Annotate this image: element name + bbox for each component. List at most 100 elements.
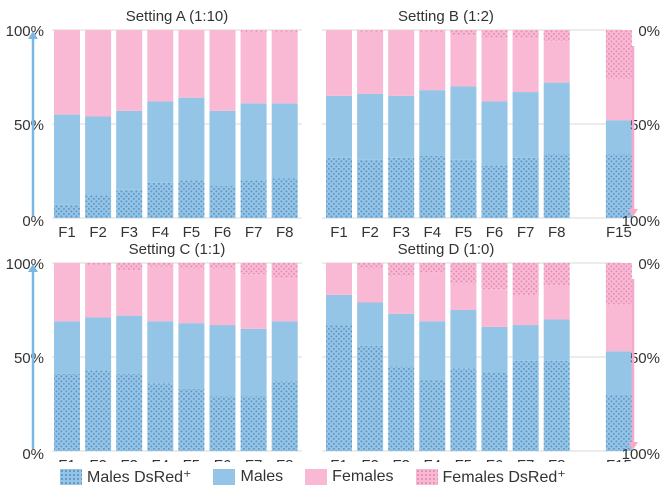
bar-males-F7 — [512, 92, 539, 158]
bar-males-F2 — [85, 317, 112, 371]
bar-males-F15 — [605, 120, 632, 155]
bar-males-F2 — [85, 116, 112, 196]
bar-males-F1 — [326, 294, 352, 326]
chart-title: Setting D (1:0) — [398, 241, 495, 258]
bar-females-dsred-F2 — [85, 263, 112, 265]
bar-males-F7 — [512, 325, 539, 361]
bar-females-dsred-F5 — [450, 263, 477, 284]
x-tick-label: F4 — [424, 457, 442, 462]
bar-males-F4 — [419, 90, 446, 156]
chart-panel-3: Setting C (1:1) F1 F2 F3 F4 F5 F6 F7 F8 0% 50% 100% — [6, 241, 302, 474]
right-axis-arrow-head — [628, 442, 638, 450]
bar-females-dsred-F8 — [271, 30, 298, 32]
bar-males-dsred-F8 — [271, 178, 298, 218]
bar-males-dsred-F4 — [147, 182, 174, 218]
bar-females-F8 — [271, 278, 298, 322]
bar-males-dsred-F3 — [388, 366, 415, 451]
bar-males-F5 — [450, 86, 477, 160]
x-tick-label: F3 — [392, 457, 410, 462]
bar-males-F1 — [326, 95, 352, 158]
bar-females-F4 — [147, 30, 174, 102]
bar-males-F5 — [450, 310, 477, 369]
bar-males-F7 — [240, 103, 267, 181]
y-tick-label: 50% — [14, 117, 44, 134]
bar-females-dsred-F7 — [240, 30, 267, 32]
y-tick-label: 100% — [6, 256, 44, 273]
bar-females-F7 — [512, 37, 539, 93]
legend-item-females: Females — [305, 468, 394, 486]
bar-males-F4 — [419, 321, 446, 380]
legend-label-females-dsred: Females DsRed⁺ — [442, 469, 566, 486]
bar-males-dsred-F5 — [178, 180, 205, 218]
bar-males-F2 — [357, 93, 384, 160]
bar-males-dsred-F3 — [388, 157, 415, 218]
bar-males-dsred-F8 — [543, 154, 570, 218]
chart-title: Setting C (1:1) — [129, 241, 226, 258]
bar-males-F8 — [543, 82, 570, 155]
bar-males-dsred-F6 — [481, 372, 508, 451]
x-tick-label: F8 — [548, 224, 566, 241]
x-tick-label: F5 — [455, 224, 473, 241]
x-tick-label: F1 — [58, 457, 76, 462]
x-tick-label: F2 — [361, 224, 379, 241]
bar-males-dsred-F4 — [419, 155, 446, 218]
bar-females-dsred-F6 — [481, 263, 508, 290]
y-tick-label: 0% — [22, 213, 44, 230]
bar-females-F15 — [605, 304, 632, 352]
bar-females-F3 — [388, 276, 415, 314]
bar-females-F2 — [357, 268, 384, 303]
chart-title: Setting A (1:10) — [126, 8, 229, 25]
bar-females-F7 — [240, 274, 267, 329]
bar-females-F1 — [54, 263, 80, 322]
y-tick-label-right: 50% — [630, 350, 660, 367]
x-tick-label: F7 — [517, 457, 535, 462]
chart-canvas: Setting A (1:10) F1 F2 F3 F4 F5 F6 F7 F8 0% 50% 100… — [6, 8, 660, 474]
bar-females-F5 — [450, 35, 477, 87]
x-tick-label: F2 — [361, 457, 379, 462]
bar-males-dsred-F8 — [271, 381, 298, 451]
bar-males-dsred-F5 — [450, 368, 477, 451]
bar-males-F7 — [240, 328, 267, 397]
y-tick-label-right: 0% — [638, 256, 660, 273]
bar-males-F8 — [271, 321, 298, 382]
bar-females-F2 — [357, 31, 384, 94]
bar-males-dsred-F3 — [116, 189, 143, 218]
bar-males-dsred-F7 — [240, 396, 267, 451]
bar-males-F6 — [209, 325, 236, 397]
bar-males-F3 — [116, 315, 143, 374]
bar-males-F3 — [388, 313, 415, 367]
bar-males-dsred-F4 — [147, 383, 174, 451]
bar-females-dsred-F2 — [357, 263, 384, 269]
bar-males-F8 — [543, 319, 570, 361]
bar-females-dsred-F6 — [209, 263, 236, 269]
bar-females-dsred-F8 — [271, 263, 298, 279]
bar-males-dsred-F2 — [85, 195, 112, 218]
bar-females-dsred-F7 — [512, 30, 539, 38]
left-axis-arrow-head — [28, 264, 38, 272]
bar-males-dsred-F1 — [54, 373, 80, 451]
bar-females-F8 — [543, 285, 570, 320]
x-tick-label: F7 — [245, 457, 263, 462]
legend-label-males-dsred: Males DsRed⁺ — [87, 469, 192, 486]
bar-females-F6 — [481, 289, 508, 327]
y-tick-label-right: 50% — [630, 117, 660, 134]
bar-males-F15 — [605, 351, 632, 395]
bar-males-dsred-F15 — [605, 154, 632, 218]
bar-males-dsred-F2 — [357, 345, 384, 451]
x-tick-label: F5 — [455, 457, 473, 462]
x-tick-label: F3 — [392, 224, 410, 241]
bar-females-dsred-F5 — [450, 30, 477, 36]
bar-males-dsred-F6 — [481, 165, 508, 218]
legend-swatch-males — [213, 469, 236, 485]
x-tick-label: F5 — [183, 224, 201, 241]
bar-males-F1 — [54, 321, 80, 374]
bar-females-F2 — [85, 30, 112, 117]
bar-females-dsred-F5 — [178, 263, 205, 269]
x-tick-label: F4 — [424, 224, 442, 241]
bar-males-dsred-F1 — [326, 157, 352, 218]
legend-label-females: Females — [332, 468, 394, 485]
x-tick-label: F3 — [120, 224, 138, 241]
bar-males-F6 — [209, 110, 236, 187]
bar-males-dsred-F7 — [512, 157, 539, 218]
